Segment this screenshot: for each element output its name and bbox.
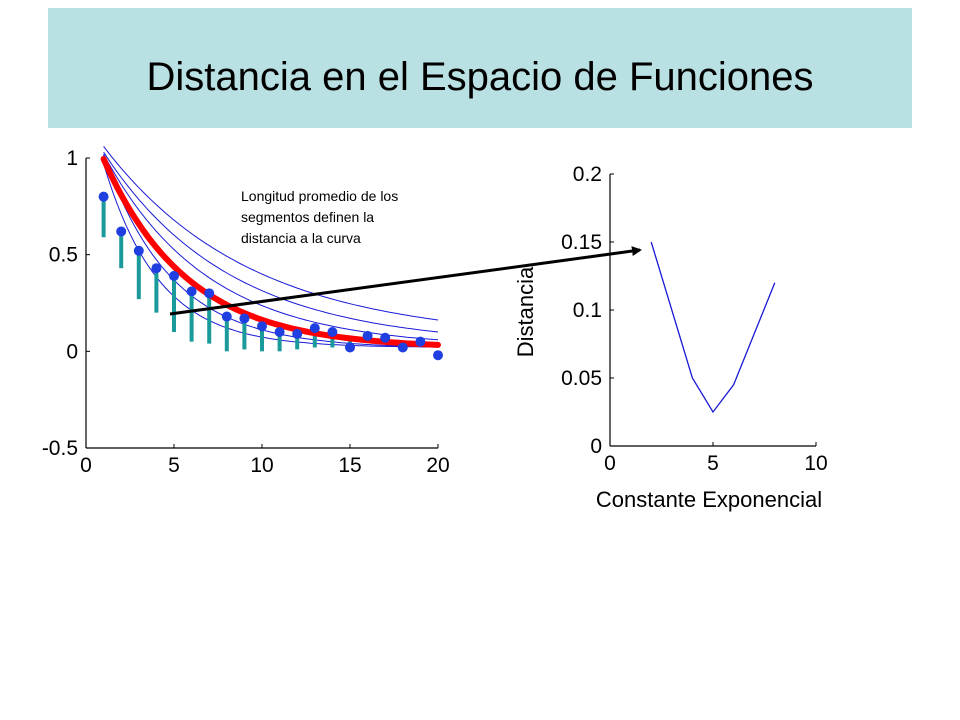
annotation-line-1: Longitud promedio de los — [241, 188, 399, 204]
data-point — [309, 323, 320, 334]
y-tick-label: 0 — [66, 340, 78, 363]
data-point — [151, 263, 162, 274]
x-tick-label: 15 — [338, 454, 361, 477]
slide-title: Distancia en el Espacio de Funciones — [146, 55, 814, 99]
data-point — [221, 311, 232, 322]
data-point — [186, 286, 197, 297]
right-ticks: 0 5 10 0.2 0.15 0.1 0.05 0 — [561, 163, 828, 475]
x-tick-label: 20 — [426, 454, 449, 477]
family-curve — [103, 151, 439, 333]
annotation-line-2: segmentos definen la — [241, 209, 375, 225]
y-tick-label: 0.15 — [561, 231, 602, 254]
data-point — [397, 342, 408, 353]
data-point — [274, 327, 285, 337]
y-tick-label: 0.05 — [561, 367, 602, 390]
y-tick-label: 1 — [66, 147, 78, 170]
data-point — [169, 270, 179, 281]
data-point — [345, 342, 355, 353]
annotation-text: Longitud promedio de los segmentos defin… — [241, 186, 471, 249]
data-point — [133, 245, 144, 256]
y-tick-label: 0.5 — [49, 244, 78, 267]
x-tick-label: 10 — [250, 454, 273, 477]
data-point — [257, 321, 267, 332]
y-tick-label: 0.2 — [573, 163, 602, 186]
y-axis-label: Distancia — [513, 266, 538, 357]
connector-arrow — [169, 246, 642, 316]
data-point — [204, 288, 215, 299]
title-banner: Distancia en el Espacio de Funciones — [48, 8, 912, 128]
y-tick-label: 0 — [590, 435, 602, 458]
family-curve — [103, 146, 439, 321]
y-tick-label: 0.1 — [573, 299, 602, 322]
family-curve — [103, 163, 438, 348]
data-point — [98, 191, 109, 202]
distance-chart: 0 5 10 0.2 0.15 0.1 0.05 0 Constante Exponencia… — [513, 163, 828, 512]
data-point — [415, 336, 426, 347]
x-tick-label: 5 — [707, 452, 719, 475]
data-point — [380, 332, 391, 343]
x-tick-label: 5 — [168, 454, 180, 477]
family-curve — [103, 154, 439, 348]
data-point — [433, 350, 443, 361]
data-points — [98, 191, 443, 361]
distance-line — [650, 241, 776, 414]
annotation-line-3: distancia a la curva — [241, 230, 361, 246]
x-tick-label: 0 — [604, 452, 616, 475]
data-point — [292, 328, 303, 339]
data-point — [327, 327, 338, 337]
data-point — [116, 226, 127, 237]
y-tick-label: -0.5 — [42, 437, 78, 460]
x-tick-label: 10 — [804, 452, 827, 475]
x-tick-label: 0 — [80, 454, 92, 477]
data-point — [362, 330, 373, 341]
x-axis-label: Constante Exponencial — [596, 487, 822, 512]
data-point — [239, 313, 250, 324]
